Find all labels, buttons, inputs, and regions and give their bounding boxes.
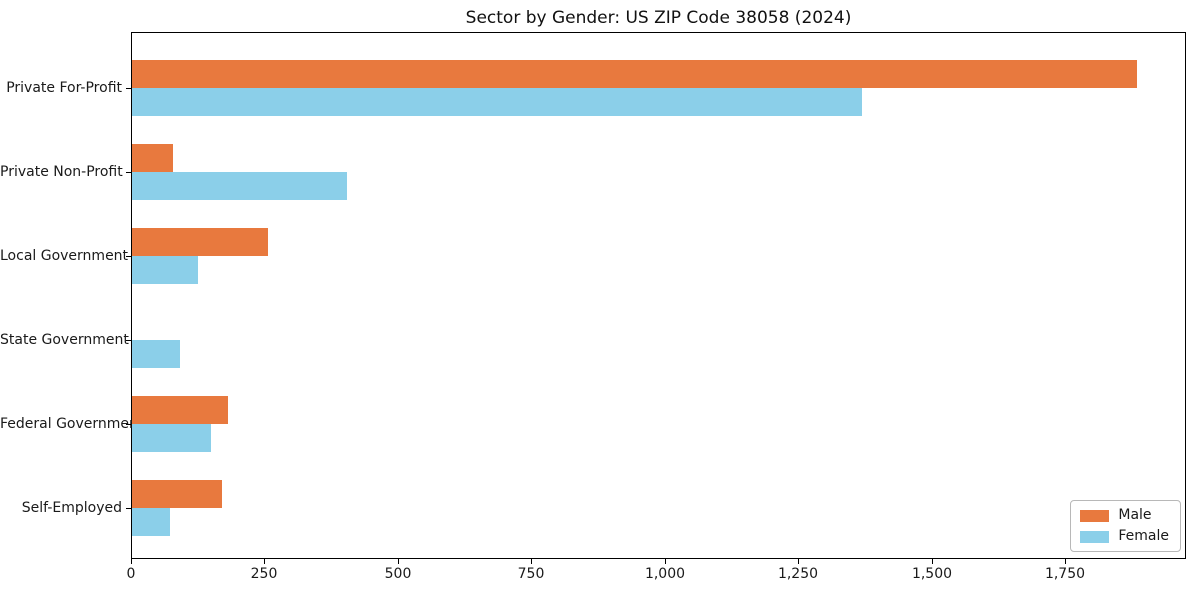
category-label-private-for-profit: Private For-Profit (6, 80, 122, 96)
x-tick-label-1750: 1,750 (1044, 566, 1086, 582)
y-tick-self-employed (126, 508, 131, 509)
bar-male-private-non-profit (132, 144, 173, 172)
x-tick-label-500: 500 (384, 566, 412, 582)
y-tick-private-for-profit (126, 88, 131, 89)
bar-male-federal-government (132, 396, 228, 424)
category-label-self-employed: Self-Employed (21, 500, 122, 516)
x-tick-250 (264, 559, 265, 564)
bar-female-private-non-profit (132, 172, 347, 200)
x-tick-0 (131, 559, 132, 564)
x-tick-label-250: 250 (250, 566, 278, 582)
y-tick-private-non-profit (126, 172, 131, 173)
category-label-state-government: State Government (0, 332, 129, 348)
chart-title: Sector by Gender: US ZIP Code 38058 (202… (465, 8, 852, 28)
legend-swatch-male (1080, 509, 1110, 522)
x-tick-750 (531, 559, 532, 564)
category-label-federal-government: Federal Government (0, 416, 144, 432)
x-tick-label-0: 0 (126, 566, 136, 582)
y-tick-local-government (126, 256, 131, 257)
y-tick-federal-government (126, 424, 131, 425)
legend: Male Female (1070, 500, 1181, 552)
category-label-local-government: Local Government (0, 248, 129, 264)
legend-item-male: Male (1080, 508, 1169, 523)
x-tick-1000 (665, 559, 666, 564)
bar-female-local-government (132, 256, 198, 284)
x-tick-label-1500: 1,500 (911, 566, 953, 582)
category-label-private-non-profit: Private Non-Profit (0, 164, 123, 180)
x-tick-label-750: 750 (517, 566, 545, 582)
x-tick-500 (398, 559, 399, 564)
bar-male-local-government (132, 228, 268, 256)
bar-female-self-employed (132, 508, 170, 536)
x-tick-label-1000: 1,000 (644, 566, 686, 582)
bar-male-private-for-profit (132, 60, 1137, 88)
x-tick-1250 (798, 559, 799, 564)
x-tick-label-1250: 1,250 (777, 566, 819, 582)
legend-item-female: Female (1080, 529, 1169, 544)
bar-female-private-for-profit (132, 88, 862, 116)
legend-label-female: Female (1118, 528, 1169, 544)
x-tick-1750 (1065, 559, 1066, 564)
plot-area (131, 32, 1186, 559)
bar-male-self-employed (132, 480, 222, 508)
x-tick-1500 (932, 559, 933, 564)
y-tick-state-government (126, 340, 131, 341)
legend-label-male: Male (1118, 507, 1152, 523)
legend-swatch-female (1080, 530, 1110, 543)
bar-female-federal-government (132, 424, 211, 452)
bar-female-state-government (132, 340, 180, 368)
